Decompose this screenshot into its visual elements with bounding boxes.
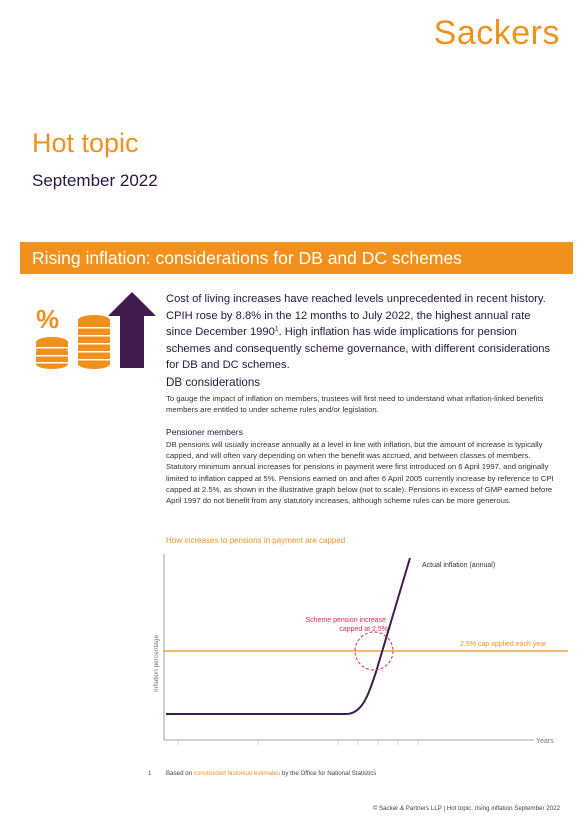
cap-annotation: Scheme pension increase capped at 2.5% [305, 617, 388, 633]
x-ticks [177, 740, 419, 745]
up-arrow-icon [108, 292, 156, 368]
footnote-number: 1 [148, 770, 152, 777]
coin-stack-icon [36, 337, 68, 369]
page-title: Hot topic [32, 128, 139, 158]
percent-icon: % [36, 304, 59, 334]
cap-annotation-line-1: Scheme pension increase [305, 617, 386, 624]
inflation-line [166, 557, 411, 715]
pensioner-paragraph: DB pensions will usually increase annual… [166, 440, 554, 506]
y-axis-label: Inflation percentage [153, 635, 160, 692]
db-heading: DB considerations [166, 376, 261, 389]
publication-date: September 2022 [32, 171, 158, 190]
footnote-text: Based on constructed historical estimate… [166, 770, 376, 777]
footnote-before: Based on [166, 770, 194, 777]
inflation-cap-chart: Years Inflation percentage 2.5% cap appl… [153, 554, 568, 745]
sackers-logo: Sackers [433, 14, 560, 52]
banner-title: Rising inflation: considerations for DB … [32, 248, 462, 268]
footnote-after: by the Office for National Statistics [280, 770, 377, 777]
coin-stack-tall-icon [78, 315, 110, 369]
intro-paragraph: Cost of living increases have reached le… [166, 291, 556, 374]
intro-text: Cost of living increases have reached le… [166, 293, 546, 338]
x-axis-label: Years [536, 738, 554, 745]
cap-highlight-circle [354, 631, 394, 671]
page-footer: © Sacker & Partners LLP | Hot topic: ris… [372, 805, 560, 812]
cap-annotation-line-2: capped at 2.5% [339, 626, 388, 633]
chart-title: How increases to pensions in payment are… [166, 536, 346, 545]
inflation-line-label: Actual inflation (annual) [422, 562, 495, 569]
intro-text-cont: . High inflation has wide implications f… [166, 326, 551, 371]
db-paragraph: To gauge the impact of inflation on memb… [166, 394, 544, 415]
footnote-ref[interactable]: 1 [274, 325, 279, 333]
cap-line-label: 2.5% cap applied each year [460, 641, 547, 648]
footnote-link[interactable]: constructed historical estimates [193, 770, 281, 777]
pensioner-heading: Pensioner members [166, 427, 243, 437]
section-banner: Rising inflation: considerations for DB … [20, 242, 573, 274]
inflation-coins-arrow-icon: % [36, 292, 156, 369]
